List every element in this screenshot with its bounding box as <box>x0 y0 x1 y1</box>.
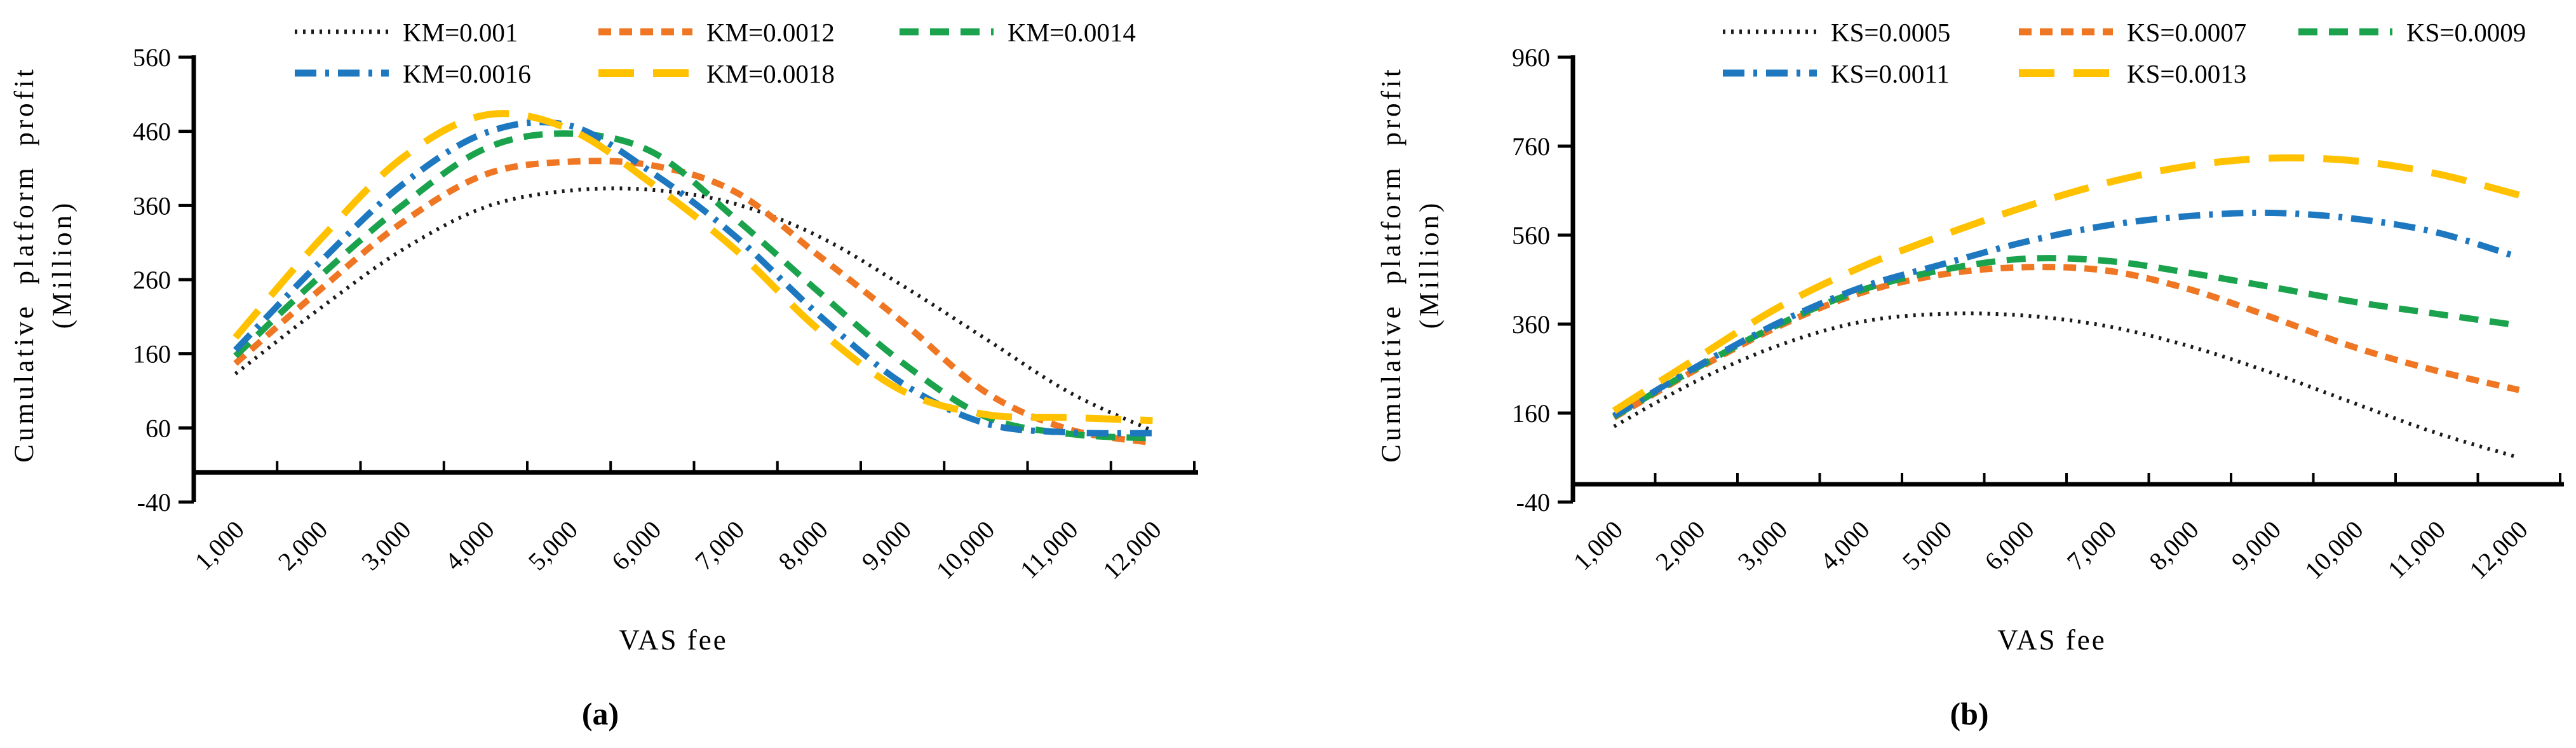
series-line-KS=0.0009 <box>1612 255 2519 419</box>
legend-label-KM=0.0016: KM=0.0016 <box>403 59 531 88</box>
y-tick-label-a: -40 <box>137 488 171 517</box>
y-tick-label-a: 460 <box>133 118 171 146</box>
x-tick-label-a: 11,000 <box>1015 515 1084 585</box>
x-tick-label-a: 4,000 <box>439 515 499 576</box>
chart-a-caption: (a) <box>582 696 619 731</box>
series-line-KS=0.0005 <box>1613 311 2520 459</box>
x-tick-label-b: 3,000 <box>1732 515 1793 576</box>
x-tick-label-b: 10,000 <box>2299 515 2369 585</box>
series-line-KM=0.001 <box>234 186 1154 433</box>
x-tick-label-a: 2,000 <box>273 515 333 576</box>
x-tick-label-b: 11,000 <box>2382 515 2451 585</box>
legend-label-KM=0.0014: KM=0.0014 <box>1008 18 1136 47</box>
y-tick-label-a: 560 <box>133 43 171 72</box>
series-line-KS=0.0013 <box>1612 154 2520 414</box>
legend-label-KM=0.0018: KM=0.0018 <box>706 59 835 88</box>
x-tick-label-b: 5,000 <box>1897 515 1957 576</box>
y-tick-label-a: 60 <box>145 414 171 442</box>
series-line-KM=0.0014 <box>233 130 1153 442</box>
x-tick-label-b: 12,000 <box>2464 515 2533 585</box>
y-tick-label-b: 360 <box>1512 310 1550 339</box>
x-tick-label-a: 7,000 <box>689 515 750 576</box>
x-tick-label-a: 6,000 <box>606 515 666 576</box>
x-tick-label-b: 6,000 <box>1979 515 2039 576</box>
x-tick-label-a: 10,000 <box>931 515 1001 585</box>
legend-label-KS=0.0005: KS=0.0005 <box>1831 18 1950 47</box>
x-tick-label-b: 8,000 <box>2143 515 2204 576</box>
chart-a-y-axis-title-line2: (Million) <box>48 200 78 329</box>
series-line-KM=0.0016 <box>233 119 1153 437</box>
y-tick-label-b: 960 <box>1512 43 1550 72</box>
chart-a-plot: -40 60 160 260 360 460 560 1,000 2,000 3,000 4,000… <box>133 18 1198 585</box>
y-tick-label-b: 760 <box>1512 132 1550 161</box>
series-line-KM=0.0018 <box>233 110 1153 425</box>
chart-b-x-axis-title: VAS fee <box>1997 624 2106 656</box>
x-tick-label-a: 3,000 <box>356 515 416 576</box>
x-tick-label-a: 5,000 <box>523 515 583 576</box>
series-line-KS=0.0011 <box>1612 209 2520 419</box>
x-tick-label-b: 4,000 <box>1814 515 1875 576</box>
y-tick-label-b: -40 <box>1516 488 1550 517</box>
x-tick-label-b: 7,000 <box>2061 515 2122 576</box>
x-tick-label-b: 1,000 <box>1568 515 1628 576</box>
x-tick-label-a: 9,000 <box>856 515 917 576</box>
chart-b-plot: -40 160 360 560 760 960 1,000 2,000 3,000 4,000 5,… <box>1512 18 2564 585</box>
chart-b-caption: (b) <box>1950 696 1988 731</box>
chart-b-y-axis-title-line1: Cumulative platform profit <box>1377 66 1406 463</box>
x-tick-label-b: 2,000 <box>1650 515 1710 576</box>
x-tick-label-a: 1,000 <box>189 515 250 576</box>
y-tick-label-a: 360 <box>133 191 171 220</box>
x-tick-label-b: 9,000 <box>2226 515 2286 576</box>
chart-a-x-axis-title: VAS fee <box>619 624 727 656</box>
series-line-KM=0.0012 <box>233 158 1154 446</box>
x-tick-label-a: 8,000 <box>772 515 833 576</box>
legend-label-KS=0.0007: KS=0.0007 <box>2127 18 2246 47</box>
y-tick-label-a: 160 <box>133 340 171 369</box>
x-tick-label-a: 12,000 <box>1097 515 1167 585</box>
legend-label-KM=0.001: KM=0.001 <box>403 18 518 47</box>
chart-a-y-axis-title-line1: Cumulative platform profit <box>10 66 39 463</box>
y-tick-label-b: 560 <box>1512 221 1550 250</box>
y-tick-label-a: 260 <box>133 266 171 294</box>
legend-label-KS=0.0009: KS=0.0009 <box>2406 18 2526 47</box>
legend-label-KS=0.0013: KS=0.0013 <box>2127 59 2246 88</box>
y-tick-label-b: 160 <box>1512 399 1550 428</box>
legend-label-KS=0.0011: KS=0.0011 <box>1831 59 1950 88</box>
chart-b-y-axis-title-line2: (Million) <box>1415 200 1445 329</box>
legend-label-KM=0.0012: KM=0.0012 <box>706 18 835 47</box>
